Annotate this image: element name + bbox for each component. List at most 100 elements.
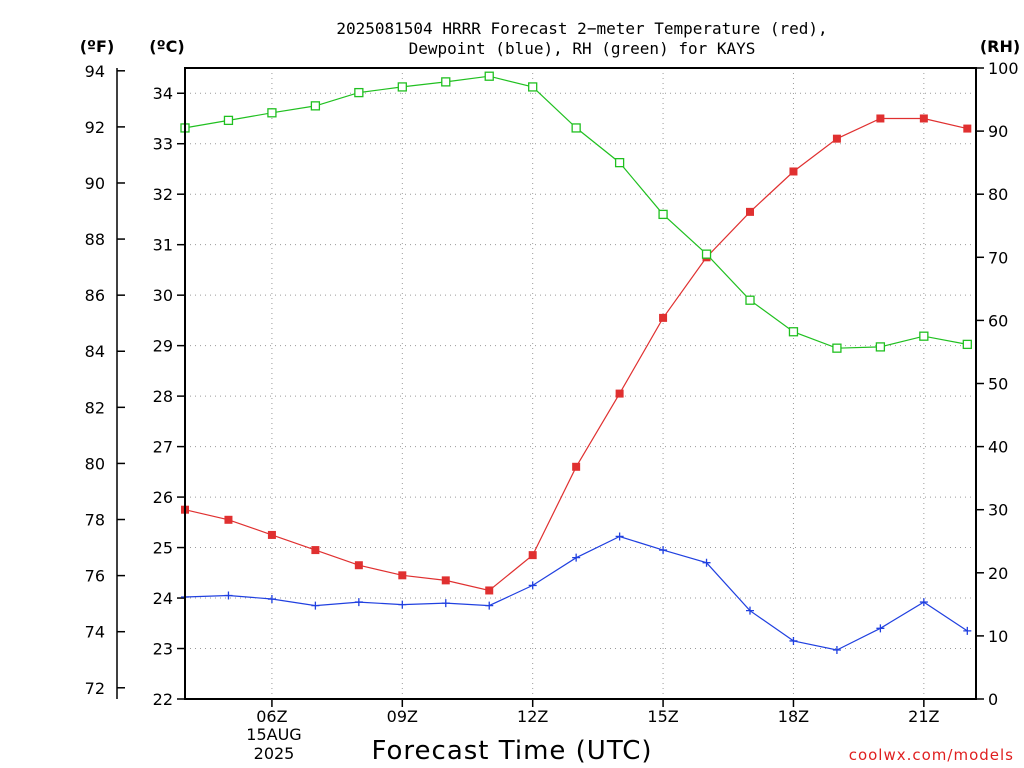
rh-point [614,157,625,168]
celsius-tick-label: 32 [153,185,173,204]
dewpoint-series-line [184,535,968,651]
fahrenheit-tick-label: 88 [85,230,105,249]
rh-point [441,77,451,87]
dewpoint-point [789,636,798,645]
rh-point [745,295,755,305]
temperature-point [485,586,494,595]
rh-tick-label: 20 [988,564,1008,583]
axes: 22 23 24 25 26 27 28 29 30 31 32 33 34 72 74 76 78 80 82 84… [85,59,1019,726]
dewpoint-point [441,599,450,608]
rh-point [397,82,407,92]
temperature-point [963,124,972,133]
celsius-tick-label: 27 [153,438,173,457]
temperature-point [441,576,450,585]
fahrenheit-tick-label: 94 [85,62,105,81]
temperature-point [528,551,537,560]
rh-tick-label: 50 [988,375,1008,394]
rh-tick-label: 60 [988,311,1008,330]
rh-tick-label: 100 [988,59,1019,78]
dewpoint-point [919,598,928,607]
rh-point [701,249,712,259]
rh-tick-label: 0 [988,690,998,709]
temperature-point [832,134,841,143]
rh-point [832,343,842,353]
x-tick-label: 15Z [647,707,678,726]
rh-tick-label: 70 [988,248,1008,267]
chart-title-line-2: Dewpoint (blue), RH (green) for KAYS [409,39,756,58]
plot-frame [184,67,977,700]
credit-text: coolwx.com/models [849,746,1014,764]
rh-point [484,71,494,81]
fahrenheit-tick-label: 72 [85,679,105,698]
temperature-series-line [184,117,968,592]
fahrenheit-tick-label: 74 [85,623,105,642]
fahrenheit-tick-label: 84 [85,342,105,361]
fahrenheit-tick-label: 92 [85,118,105,137]
rh-point [310,101,321,111]
x-axis-title: Forecast Time (UTC) [371,736,652,766]
dewpoint-point [963,626,972,635]
date-label-year: 2025 [254,744,295,763]
fahrenheit-unit-label: (ºF) [80,37,115,56]
temperature-point [876,114,885,123]
temperature-point [615,389,624,398]
dewpoint-point [311,601,320,610]
date-label-day: 15AUG [246,725,301,744]
celsius-tick-label: 29 [153,337,173,356]
dewpoint-point [528,581,537,590]
dewpoint-point [659,546,668,555]
x-tick-label: 09Z [387,707,418,726]
dewpoint-point [832,646,841,655]
dewpoint-point [876,624,885,633]
temperature-point [789,167,798,176]
celsius-tick-label: 30 [153,286,173,305]
chart-title-line-1: 2025081504 HRRR Forecast 2−meter Tempera… [336,19,827,38]
rh-point [267,108,277,118]
rh-point [962,339,972,350]
rh-point [919,331,929,341]
temperature-point [354,561,363,570]
rh-point [571,123,581,133]
temperature-point [572,462,581,471]
x-tick-label: 21Z [908,707,939,726]
temperature-point [919,114,928,123]
dewpoint-point [572,553,581,562]
dewpoint-point [615,532,624,541]
rh-series-line [184,75,968,349]
grid-lines [185,68,976,699]
celsius-tick-label: 25 [153,539,173,558]
celsius-tick-label: 24 [153,589,173,608]
dewpoint-point [224,591,233,600]
rh-tick-label: 90 [988,122,1008,141]
x-tick-label: 18Z [778,707,809,726]
rh-tick-label: 30 [988,501,1008,520]
x-tick-label: 12Z [517,707,548,726]
rh-unit-label: (RH) [980,37,1020,56]
temperature-point [267,530,276,539]
dewpoint-point [354,598,363,607]
rh-point [875,342,886,352]
rh-tick-label: 10 [988,627,1008,646]
celsius-unit-label: (ºC) [149,37,184,56]
temperature-point [224,515,233,524]
fahrenheit-tick-label: 82 [85,398,105,417]
celsius-tick-label: 33 [153,135,173,154]
fahrenheit-tick-label: 78 [85,511,105,530]
celsius-tick-label: 26 [153,488,173,507]
dewpoint-point [485,601,494,610]
dewpoint-point [746,606,754,615]
series-layer [180,71,972,655]
temperature-point [311,546,320,555]
rh-tick-label: 80 [988,185,1008,204]
rh-point [528,82,538,92]
rh-point [223,115,234,126]
dewpoint-point [267,595,276,604]
celsius-tick-label: 31 [153,236,173,255]
celsius-tick-label: 34 [153,84,173,103]
temperature-point [746,207,754,216]
fahrenheit-tick-label: 90 [85,174,105,193]
temperature-point [659,313,668,322]
x-tick-label: 06Z [256,707,287,726]
temperature-point [398,571,407,580]
